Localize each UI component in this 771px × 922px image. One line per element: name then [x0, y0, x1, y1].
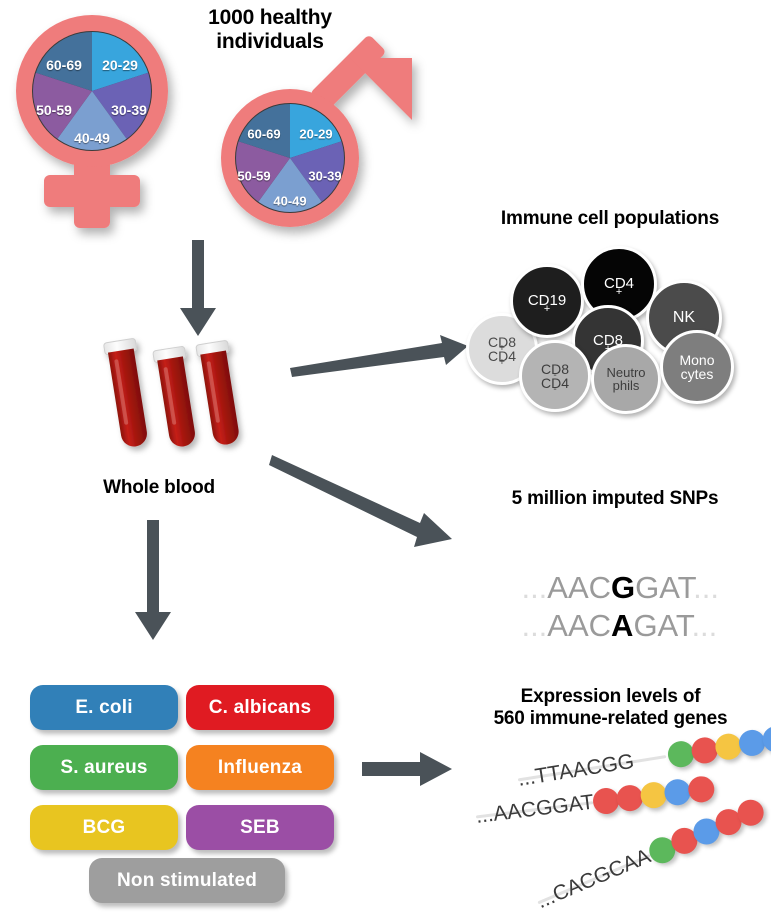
- snp-row-1-left: AAC: [547, 570, 612, 605]
- arrow-to-snps: [269, 455, 452, 547]
- cohort-title-line-2: individuals: [216, 29, 324, 53]
- expression-strands: ...TTAACGG ...AACGGAT ...CACGCAA: [440, 724, 771, 920]
- immune-bubble-cd8pos-cd4pos-line1: CD8 +: [487, 333, 516, 354]
- snps-title: 5 million imputed SNPs: [511, 488, 719, 509]
- expression-title-line-1: Expression levels of: [520, 686, 701, 707]
- immune-bubble-cd8pos-cd4pos-line2: CD4 +: [487, 348, 516, 369]
- immune-bubble-cd19pos-label: CD19 +: [527, 292, 567, 315]
- female-age-pie: [33, 32, 151, 150]
- immune-bubble-cd4pos-label: CD4 +: [603, 275, 634, 298]
- arrow-to-expression: [362, 752, 452, 786]
- blood-collection-tubes: [98, 336, 258, 466]
- immune-bubble-monocytes-line2: cytes: [680, 366, 714, 382]
- snp-row-1-prefix: ...: [521, 570, 548, 605]
- arrow-down-icon: [180, 240, 216, 336]
- immune-bubble-nk-label: NK: [672, 308, 696, 326]
- stimulus-pill-s-aureus[interactable]: S. aureus: [30, 745, 178, 790]
- strand-2-bead-5: [686, 774, 716, 804]
- snp-row-2-suffix: ...: [691, 608, 718, 643]
- strand-3-sequence: ...CACGCAA: [533, 844, 655, 914]
- snp-row-1-variant: G: [611, 570, 636, 605]
- snp-allele-row-1: ...AACGGAT...: [487, 534, 719, 642]
- male-age-pie: [236, 104, 344, 212]
- arrow-right-icon-2: [362, 752, 452, 786]
- stimulus-pill-c-albicans[interactable]: C. albicans: [186, 685, 334, 730]
- male-gender-symbol: 20-29 30-39 40-49 50-59 60-69: [200, 36, 445, 258]
- arrow-diagonal-down-right-icon: [269, 455, 452, 547]
- arrow-right-icon: [290, 335, 468, 377]
- male-symbol-icon: [221, 36, 412, 227]
- snp-allele-row-2: ...AACAGAT...: [487, 572, 717, 680]
- female-symbol-icon: [16, 15, 168, 228]
- arrow-down-to-blood: [178, 240, 218, 336]
- snp-row-1-right: GAT: [635, 570, 694, 605]
- immune-bubble-cd19pos: CD19 +: [510, 264, 584, 338]
- arrow-down-icon-2: [135, 520, 171, 640]
- immune-bubble-cd8neg-cd4neg: CD8- CD4-: [519, 340, 591, 412]
- snp-row-1-suffix: ...: [693, 570, 720, 605]
- expression-title: Expression levels of 560 immune-related …: [458, 686, 763, 729]
- immune-cell-cluster: CD8+ CD4+ CD19+ CD4+ NK CD8+ CD8- CD4- N…: [455, 240, 765, 415]
- arrow-down-to-stimuli: [133, 520, 173, 640]
- immune-bubble-neutrophils-line2: phils: [612, 378, 640, 393]
- immune-cells-title: Immune cell populations: [500, 208, 720, 229]
- blood-tubes-icon: [103, 338, 239, 447]
- snp-row-2-prefix: ...: [521, 608, 548, 643]
- immune-bubble-cd8neg-cd4neg-line1: CD8-: [540, 360, 569, 381]
- snp-row-2-left: AAC: [547, 608, 612, 643]
- expression-title-line-2: 560 immune-related genes: [493, 707, 728, 729]
- immune-bubble-neutrophils: Neutro phils: [591, 344, 661, 414]
- stimulus-pill-e-coli[interactable]: E. coli: [30, 685, 178, 730]
- stimulus-pill-influenza[interactable]: Influenza: [186, 745, 334, 790]
- cohort-title-line-1: 1000 healthy: [208, 6, 332, 29]
- stimulus-pill-seb[interactable]: SEB: [186, 805, 334, 850]
- stimulus-pill-bcg[interactable]: BCG: [30, 805, 178, 850]
- stimulus-pill-non-stimulated[interactable]: Non stimulated: [89, 858, 285, 903]
- snp-row-2-variant: A: [611, 608, 634, 643]
- cohort-title: 1000 healthy individuals: [160, 6, 380, 54]
- immune-bubble-monocytes: Mono cytes: [660, 330, 734, 404]
- snp-row-2-right: GAT: [633, 608, 692, 643]
- immune-bubble-neutrophils-line1: Neutro: [606, 364, 646, 380]
- immune-bubble-cd8neg-cd4neg-line2: CD4-: [540, 375, 569, 396]
- immune-bubble-monocytes-line1: Mono: [679, 351, 715, 368]
- strand-2-sequence: ...AACGGAT: [474, 790, 596, 828]
- whole-blood-label: Whole blood: [103, 477, 215, 498]
- female-gender-symbol: 20-29 30-39 40-49 50-59 60-69: [6, 8, 206, 238]
- arrow-to-immune-cells: [290, 335, 468, 377]
